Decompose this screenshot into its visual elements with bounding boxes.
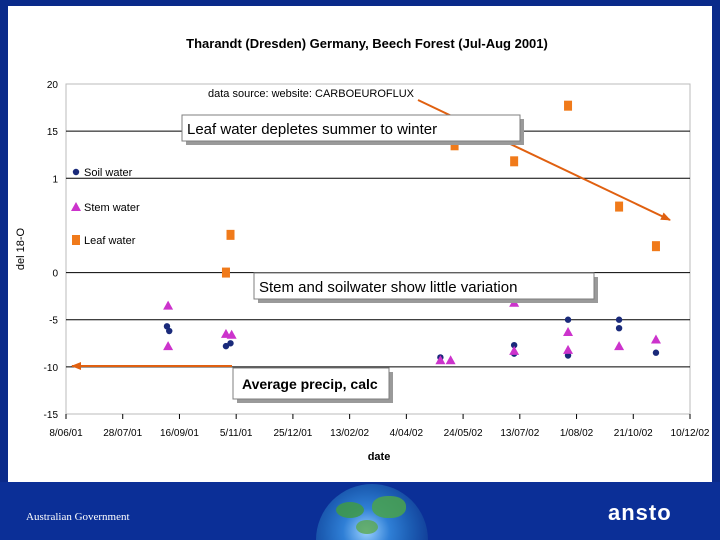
stem-water-point [563,326,574,336]
x-axis-ticks: 8/06/01 28/07/01 16/09/01 5/11/01 25/12/01 13… [49,414,710,439]
data-points [163,100,661,365]
soil-water-point [510,341,518,349]
stem-water-point [563,344,574,354]
stem-water-point [163,341,174,351]
legend-label: Soil water [84,167,133,179]
leaf-water-point [615,201,624,212]
soil-water-point [615,325,623,332]
soil-water-point [166,327,173,335]
x-tick-label: 5/11/01 [220,428,253,439]
leaf-water-point [564,100,573,111]
x-tick-label: 13/07/02 [500,428,539,439]
x-tick-label: 10/12/02 [671,428,710,439]
leaf-water-point [510,156,519,167]
x-tick-label: 13/02/02 [330,428,369,439]
legend-marker-soil-water [72,168,80,176]
stem-annotation-box: Stem and soilwater show little variation [253,272,598,303]
soil-water-point [615,316,623,323]
x-tick-label: 8/06/01 [49,428,83,439]
legend-marker-leaf-water [72,235,80,245]
legend-label: Leaf water [84,235,136,247]
stem-water-point [445,355,456,365]
stem-water-point [509,345,520,355]
x-tick-label: 28/07/01 [103,428,142,439]
x-axis-label: date [368,451,391,463]
y-tick-label: -5 [49,316,58,327]
x-tick-label: 4/04/02 [390,428,424,439]
x-tick-label: 16/09/01 [160,428,199,439]
soil-water-point [652,349,660,356]
y-tick-label: 20 [47,80,59,91]
x-tick-label: 21/10/02 [614,428,653,439]
leaf-water-point [221,267,230,278]
legend: Soil water Stem water Leaf water [71,167,140,247]
soil-water-point [564,316,572,323]
soil-water-point [564,352,572,359]
soil-water-point [227,340,234,347]
government-label: Australian Government [26,511,130,523]
stem-water-point [614,341,625,351]
legend-label: Stem water [84,202,140,214]
stem-water-point [163,300,174,310]
x-tick-label: 24/05/02 [444,428,483,439]
y-tick-label: -10 [44,363,59,374]
plot-area [65,83,691,415]
precip-annotation: Average precip, calc [242,376,378,392]
stem-annotation: Stem and soilwater show little variation [259,279,517,296]
leaf-water-point [226,229,235,240]
y-tick-label: 0 [52,269,58,280]
leaf-annotation: Leaf water depletes summer to winter [187,121,437,138]
source-note: data source: website: CARBOEUROFLUX [208,88,415,100]
x-tick-label: 25/12/01 [273,428,312,439]
stem-water-point [650,334,661,344]
y-tick-label: 15 [47,127,59,138]
legend-marker-stem-water [71,202,81,211]
leaf-water-point [651,241,660,252]
y-tick-label: 1 [52,174,58,185]
precip-annotation-box: Average precip, calc [232,367,393,403]
gridlines [66,130,690,368]
stem-water-point [435,355,446,365]
y-axis-label: del 18-O [15,227,27,270]
leaf-annotation-box: Leaf water depletes summer to winter [181,114,524,145]
ansto-logo: ansto [608,500,672,525]
leaf-water-point [450,140,459,151]
stem-water-point [226,329,237,339]
x-tick-label: 1/08/02 [560,428,594,439]
y-tick-label: -15 [44,410,59,421]
chart-title: Tharandt (Dresden) Germany, Beech Forest… [186,36,548,51]
